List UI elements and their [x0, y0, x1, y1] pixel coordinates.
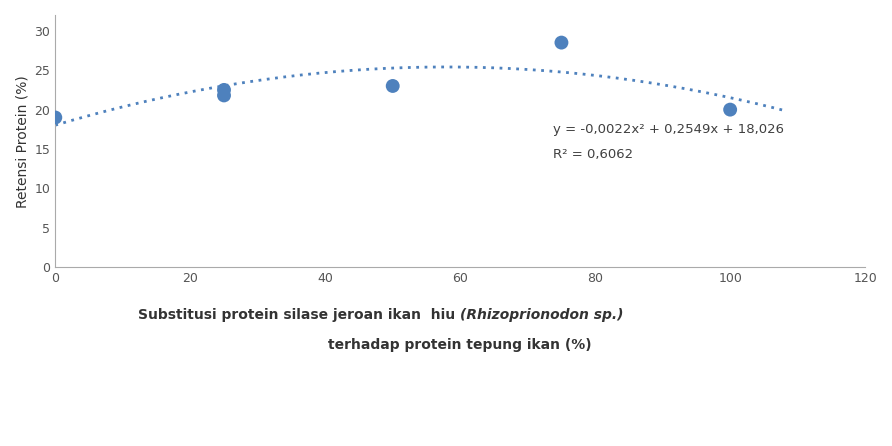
Point [723, 106, 738, 113]
Point [385, 83, 400, 90]
Point [554, 39, 568, 46]
Point [217, 87, 231, 94]
Point [217, 92, 231, 99]
Text: Substitusi protein silase jeroan ikan  hiu: Substitusi protein silase jeroan ikan hi… [138, 308, 460, 322]
Point [48, 114, 62, 121]
Text: terhadap protein tepung ikan (%): terhadap protein tepung ikan (%) [328, 338, 592, 352]
Text: y = -0,0022x² + 0,2549x + 18,026: y = -0,0022x² + 0,2549x + 18,026 [553, 123, 784, 136]
Text: (Rhizoprionodon sp.): (Rhizoprionodon sp.) [460, 308, 624, 322]
Y-axis label: Retensi Protein (%): Retensi Protein (%) [15, 75, 29, 207]
Text: R² = 0,6062: R² = 0,6062 [553, 149, 633, 161]
